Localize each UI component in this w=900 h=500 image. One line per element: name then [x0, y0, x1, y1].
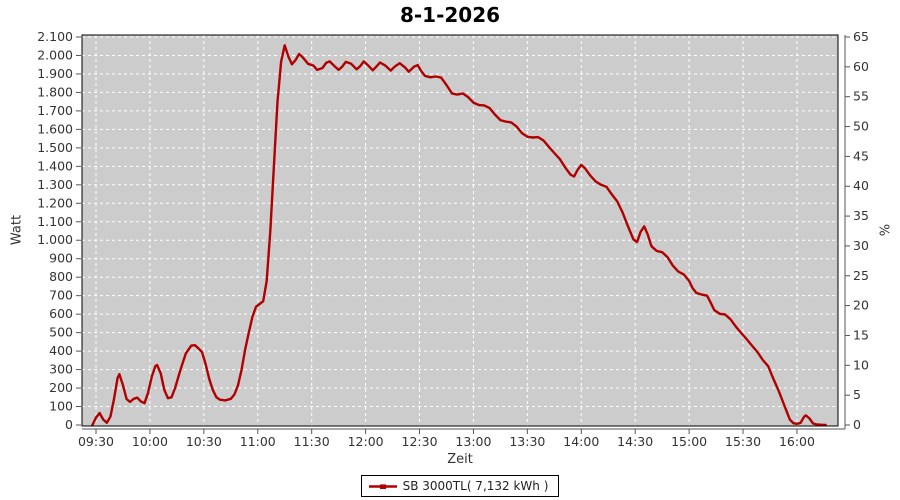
y2-tick-label: 50	[853, 119, 869, 134]
plot-area	[82, 35, 838, 426]
y-tick-label: 2.100	[37, 29, 73, 44]
y2-tick-label: 10	[853, 357, 869, 372]
x-tick-label: 12:00	[348, 434, 384, 449]
x-tick-label: 10:30	[186, 434, 222, 449]
x-tick-label: 09:30	[78, 434, 114, 449]
plot-border	[81, 34, 839, 427]
x-tick-label: 11:00	[240, 434, 276, 449]
y2-tick-label: 15	[853, 327, 869, 342]
x-tick-label: 14:00	[563, 434, 599, 449]
x-tick-label: 15:00	[671, 434, 707, 449]
legend-row: SB 3000TL( 7,132 kWh )	[82, 475, 838, 497]
y-tick-label: 2.000	[37, 47, 73, 62]
y-tick-label: 800	[49, 269, 73, 284]
y-tick-label: 1.700	[37, 103, 73, 118]
y2-tick-label: 65	[853, 29, 869, 44]
y-tick-label: 100	[49, 399, 73, 414]
legend: SB 3000TL( 7,132 kWh )	[360, 475, 560, 497]
y2-tick-label: 45	[853, 148, 869, 163]
x-axis-title: Zeit	[447, 452, 473, 467]
y-tick-label: 500	[49, 325, 73, 340]
y-tick-label: 900	[49, 251, 73, 266]
y-tick-label: 0	[65, 417, 73, 432]
y-tick-label: 400	[49, 343, 73, 358]
y2-tick-label: 40	[853, 178, 869, 193]
y-tick-label: 1.600	[37, 121, 73, 136]
x-tick-label: 12:30	[402, 434, 438, 449]
legend-label: SB 3000TL( 7,132 kWh )	[402, 479, 549, 493]
legend-line-marker	[368, 483, 397, 489]
chart-title: 8-1-2026	[399, 3, 501, 27]
x-tick-label: 14:30	[617, 434, 653, 449]
x-tick-label: 10:00	[132, 434, 168, 449]
x-tick-label: 15:30	[725, 434, 761, 449]
y2-axis-title: %	[875, 223, 891, 237]
y2-tick-label: 60	[853, 59, 869, 74]
y-tick-label: 1.900	[37, 66, 73, 81]
x-tick-label: 16:00	[779, 434, 815, 449]
x-tick-label: 13:30	[509, 434, 545, 449]
y2-tick-label: 5	[853, 387, 861, 402]
y-tick-label: 1.200	[37, 195, 73, 210]
y-tick-label: 600	[49, 306, 73, 321]
y2-tick-label: 55	[853, 89, 869, 104]
y2-tick-label: 0	[853, 417, 861, 432]
y-tick-label: 1.400	[37, 158, 73, 173]
y-tick-label: 1.000	[37, 232, 73, 247]
y-axis-title: Watt	[9, 214, 25, 246]
series-line	[91, 44, 827, 427]
y2-tick-label: 25	[853, 268, 869, 283]
y-tick-label: 700	[49, 288, 73, 303]
x-tick-label: 11:30	[294, 434, 330, 449]
x-tick-label: 13:00	[455, 434, 491, 449]
y2-tick-label: 30	[853, 238, 869, 253]
y-tick-label: 200	[49, 380, 73, 395]
y-tick-label: 1.100	[37, 214, 73, 229]
y2-tick-label: 35	[853, 208, 869, 223]
y-tick-label: 1.800	[37, 84, 73, 99]
y-tick-label: 300	[49, 362, 73, 377]
y2-tick-label: 20	[853, 298, 869, 313]
y-tick-label: 1.500	[37, 140, 73, 155]
y-tick-label: 1.300	[37, 177, 73, 192]
